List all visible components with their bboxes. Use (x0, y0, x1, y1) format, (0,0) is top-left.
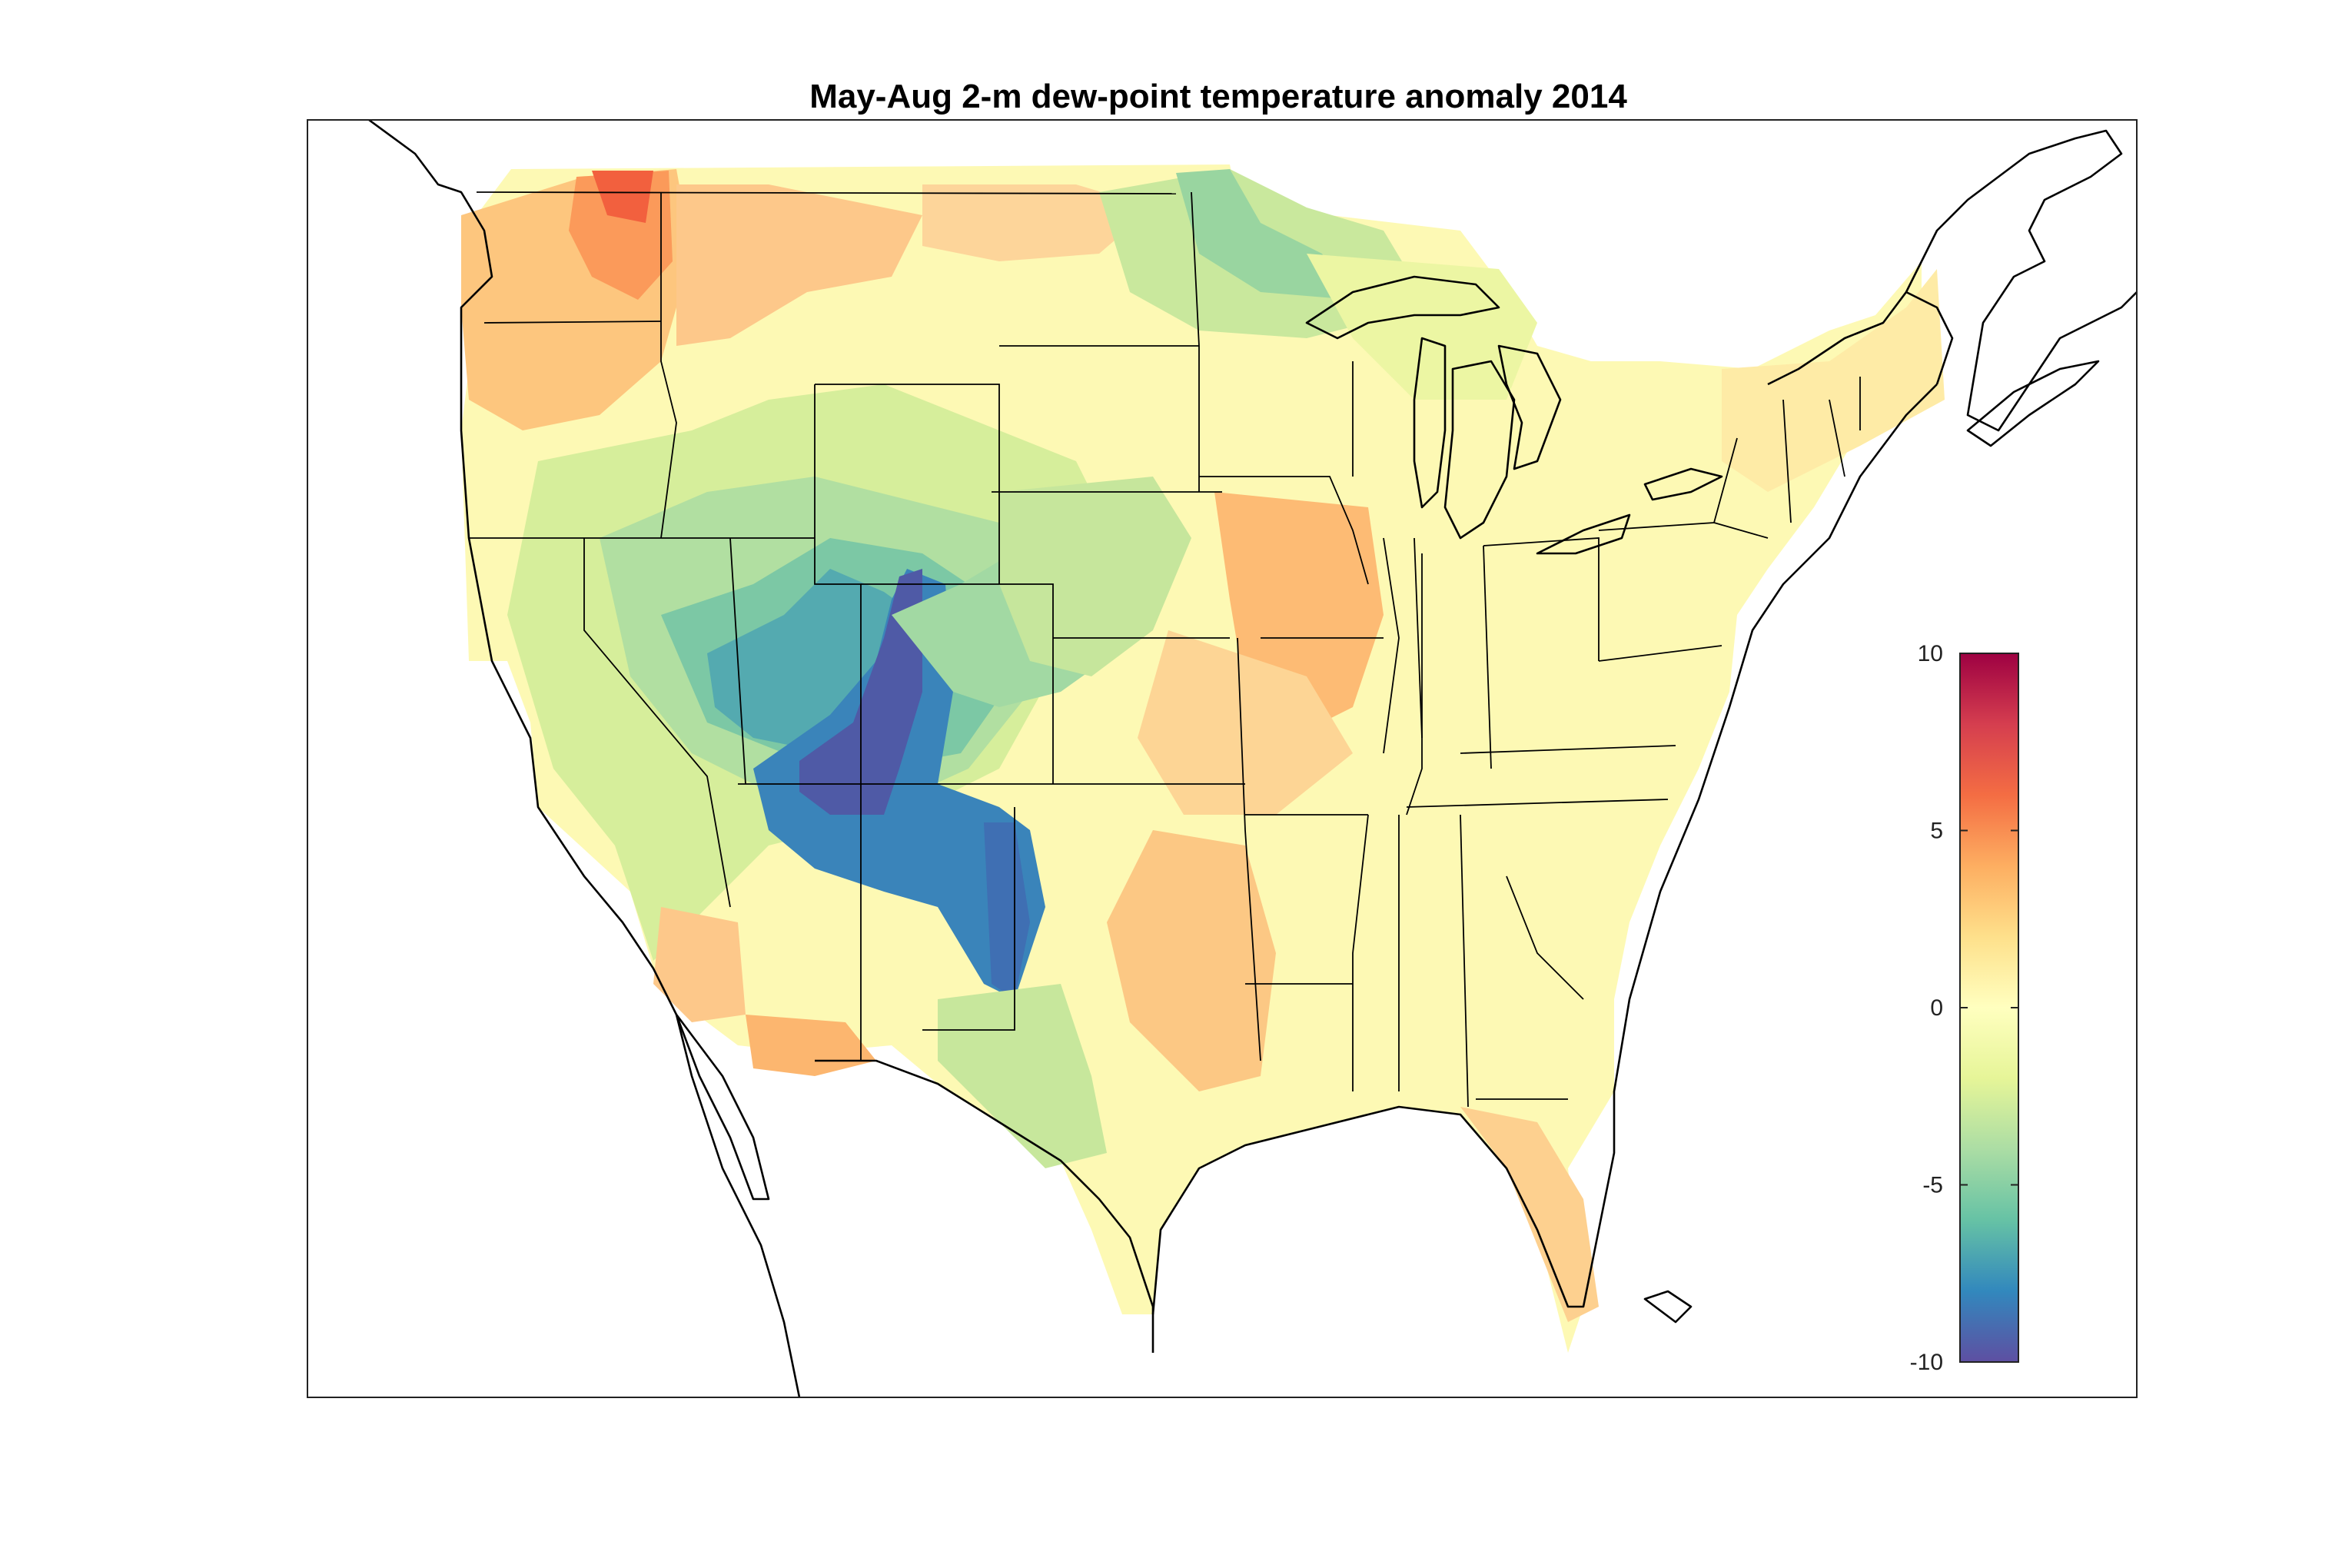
colorbar-tick-label: 5 (1930, 819, 1943, 844)
baja-peninsula (675, 1013, 770, 1201)
anomaly-field (461, 164, 1945, 1353)
colorbar: 10 5 0 -5 -10 (1910, 641, 2019, 1375)
lake-superior (1305, 275, 1500, 340)
nova-scotia (1966, 360, 2100, 447)
gulf-coast (1151, 384, 1938, 1315)
pacific-coast (368, 120, 801, 1397)
colorbar-tick-label: -10 (1910, 1350, 1943, 1375)
lake-erie (1536, 513, 1631, 555)
colorbar-gradient (1959, 653, 2019, 1363)
lake-ontario (1643, 467, 1723, 501)
colorbar-tick-label: -5 (1922, 1173, 1943, 1198)
state-boundaries (469, 191, 1861, 1108)
cuba-keys (1643, 1290, 1693, 1324)
map-axes-frame (307, 119, 2138, 1398)
coastlines (368, 120, 2137, 1397)
northeast-coast (1767, 291, 1954, 386)
colorbar-tick-label: 10 (1918, 641, 1943, 666)
lake-michigan (1413, 337, 1447, 509)
michigan-peninsula (1443, 360, 1516, 540)
colorbar-tick-label: 0 (1930, 995, 1943, 1021)
chart-title: May-Aug 2-m dew-point temperature anomal… (809, 78, 1627, 115)
canada-maritimes (1905, 129, 2137, 432)
mexico-gulf-coast (815, 1059, 1154, 1353)
